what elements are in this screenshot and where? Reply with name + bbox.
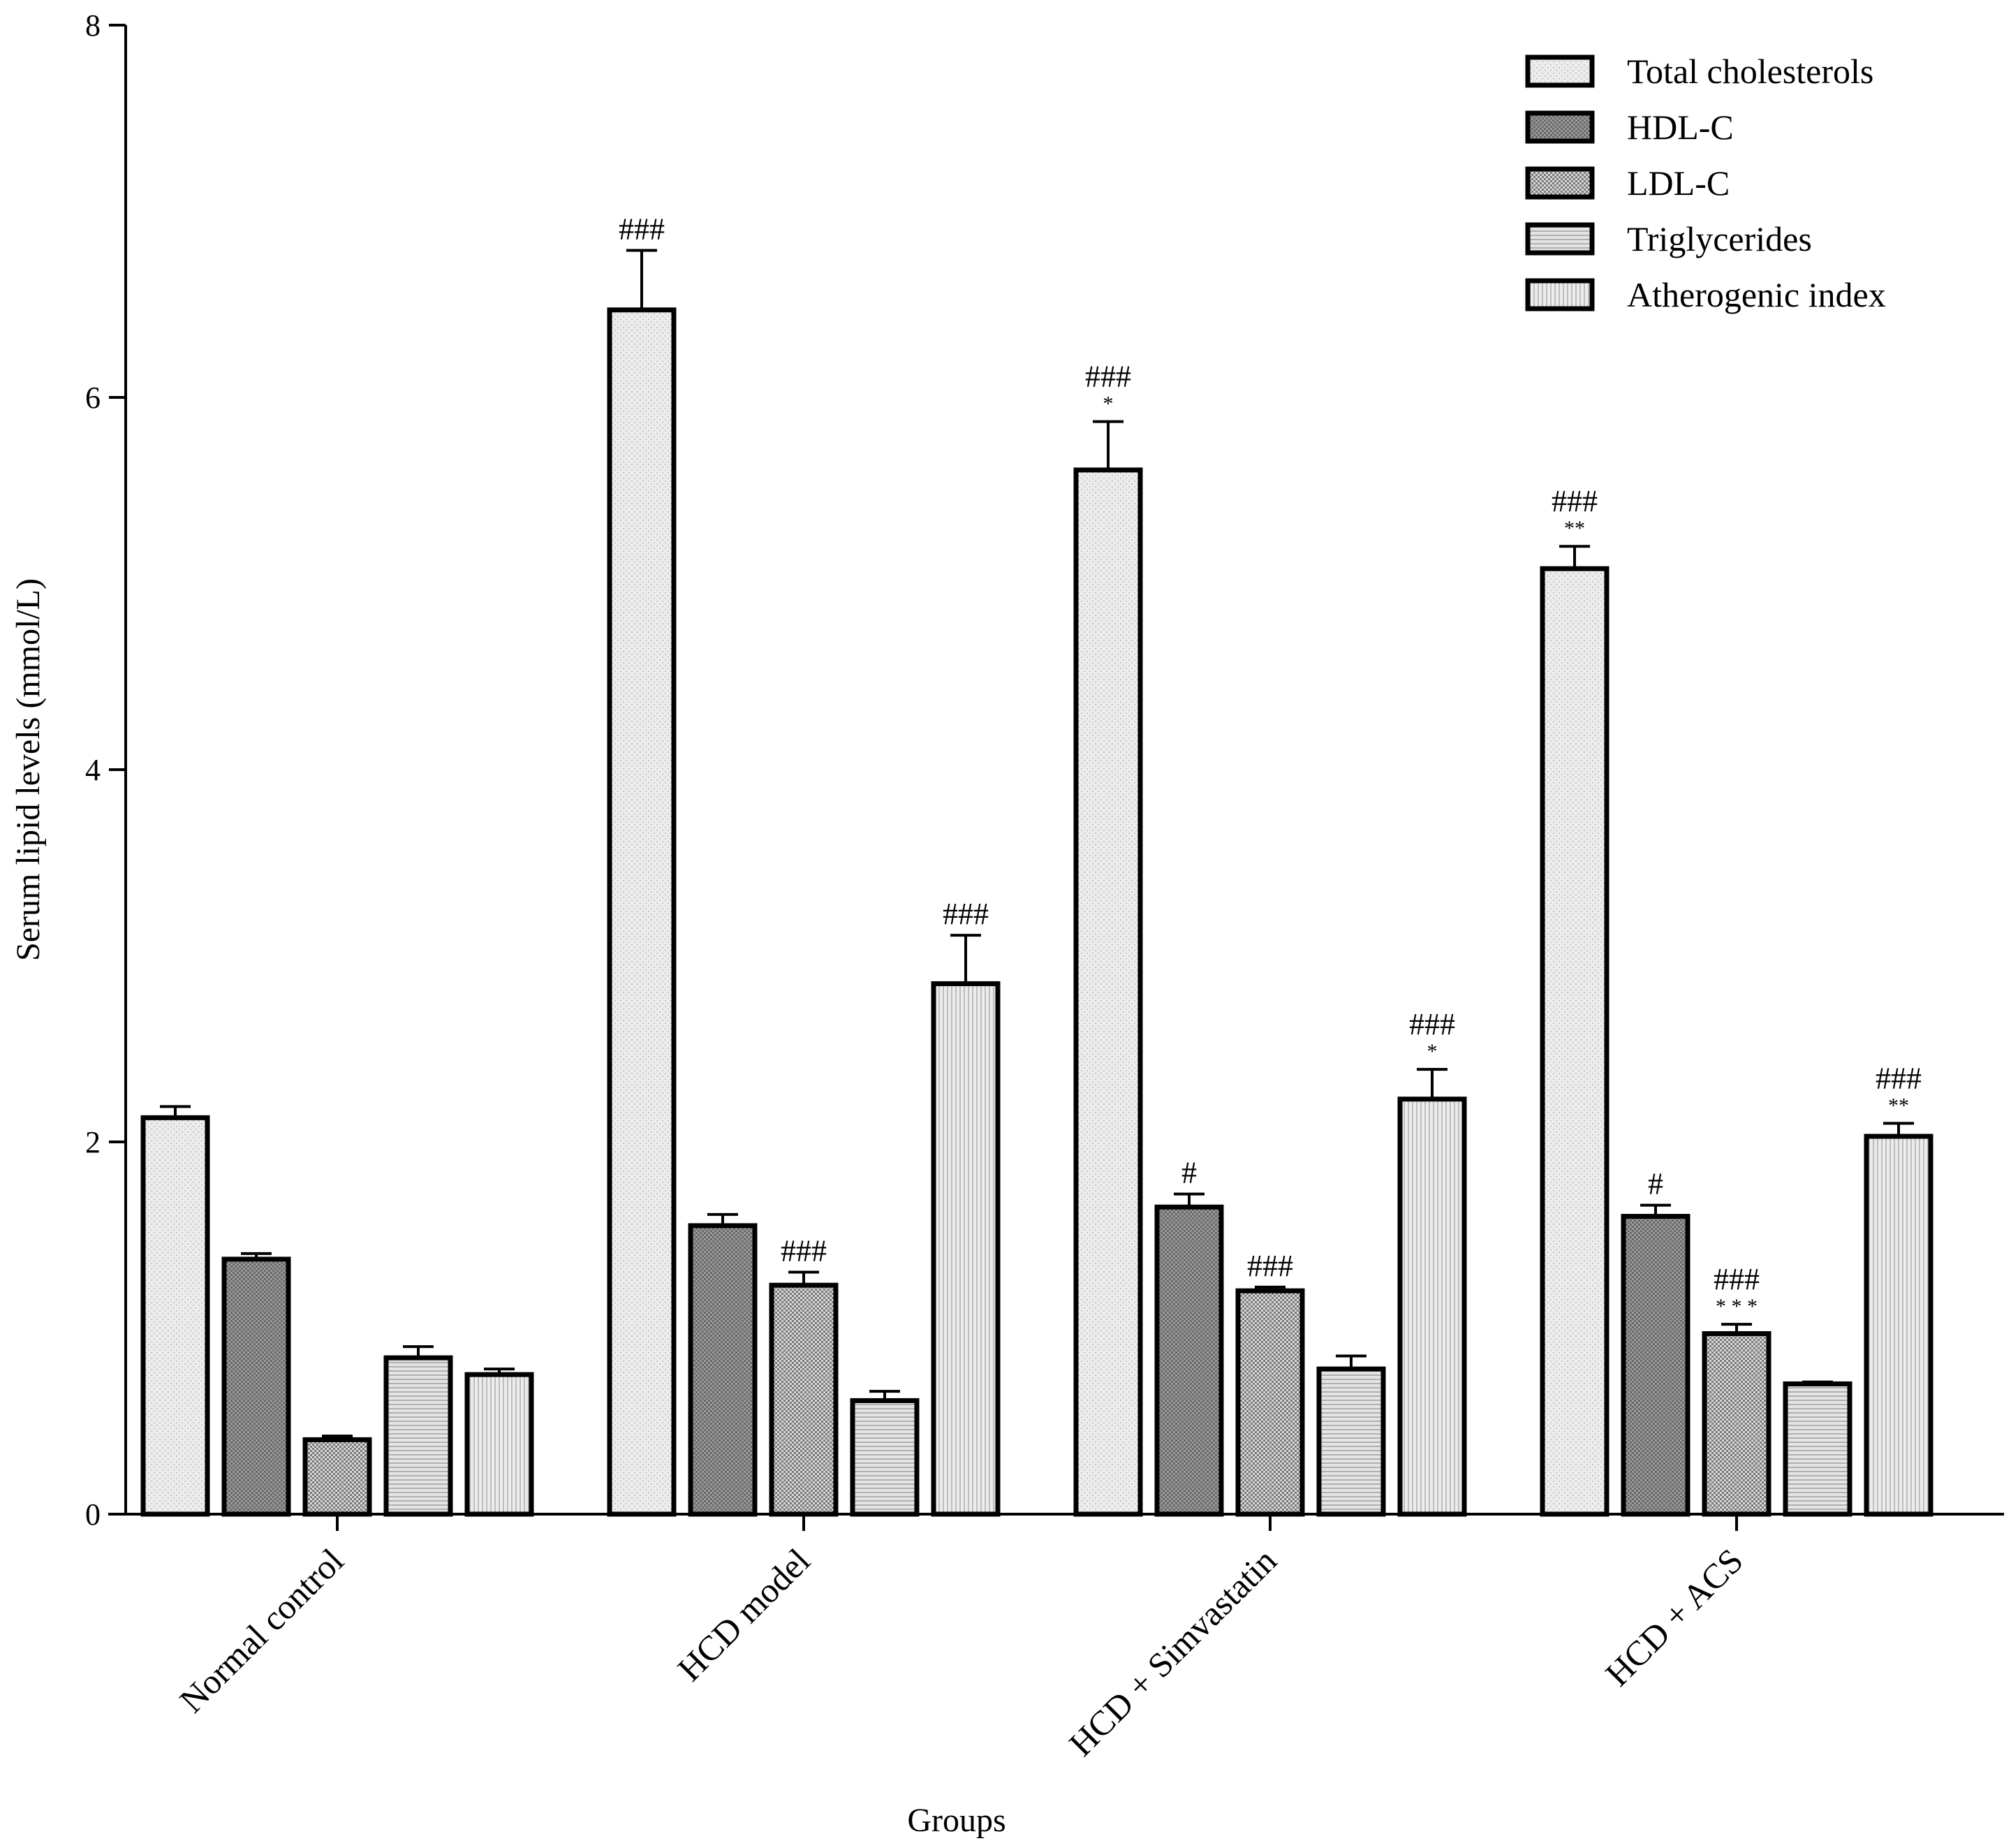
legend-swatch (1525, 166, 1595, 200)
y-tick-label: 8 (85, 8, 101, 43)
legend-swatch (1525, 54, 1595, 88)
legend-swatch (1525, 110, 1595, 144)
significance-hash: # (1648, 1167, 1663, 1201)
y-tick-label: 6 (85, 381, 101, 415)
legend-label: Atherogenic index (1627, 275, 1886, 314)
significance-hash: ### (781, 1234, 827, 1268)
significance-hash: ### (943, 897, 989, 931)
legend-swatch (1525, 278, 1595, 311)
y-ticks: 0 2 4 6 8 (85, 8, 126, 1532)
x-tick-label: HCD + Simvastatin (1061, 1541, 1284, 1763)
bar (464, 1372, 534, 1517)
significance-hash: ### (1552, 484, 1598, 518)
x-axis-title: Groups (907, 1802, 1006, 1839)
bar (221, 1256, 291, 1517)
x-ticks: Normal control HCD model HCD + Simvastatin… (172, 1514, 1751, 1763)
legend-swatch (1525, 222, 1595, 256)
x-tick-label: HCD + ACS (1598, 1541, 1751, 1694)
significance-hash: ### (1409, 1007, 1455, 1041)
significance-hash: # (1181, 1156, 1197, 1190)
bar (1154, 1204, 1224, 1517)
bar (1073, 467, 1143, 1517)
x-tick-label: Normal control (172, 1541, 351, 1720)
significance-stars: ** (1888, 1094, 1909, 1117)
bar (1397, 1097, 1467, 1517)
bar (607, 307, 677, 1517)
y-tick-label: 4 (85, 753, 101, 787)
legend-label: Triglycerides (1627, 219, 1812, 258)
bar (1621, 1214, 1690, 1517)
significance-stars: ** (1564, 517, 1585, 540)
significance-stars: * (1427, 1040, 1438, 1063)
legend: Total cholesterols HDL-C LDL-C Triglyceride… (1525, 52, 1886, 314)
y-axis-title: Serum lipid levels (mmol/L) (10, 578, 47, 961)
y-tick-label: 2 (85, 1125, 101, 1159)
bar (1702, 1330, 1771, 1517)
significance-hash: ### (1714, 1262, 1760, 1296)
bar (1540, 566, 1609, 1517)
y-tick-label: 0 (85, 1497, 101, 1532)
bar (850, 1398, 920, 1517)
bar (1864, 1134, 1933, 1517)
bar (1316, 1366, 1386, 1517)
bar (769, 1282, 839, 1517)
bar (931, 981, 1001, 1517)
significance-hash: ### (1247, 1249, 1293, 1283)
bar (1783, 1381, 1852, 1517)
significance-stars: * * * (1716, 1295, 1758, 1318)
significance-hash: ### (1876, 1061, 1922, 1095)
significance-hash: ### (1085, 360, 1131, 394)
bar (383, 1355, 453, 1517)
bar (140, 1115, 210, 1517)
bar (1235, 1288, 1305, 1517)
x-tick-label: HCD model (670, 1541, 817, 1688)
significance-hash: ### (619, 212, 665, 246)
bars-layer (140, 249, 1933, 1517)
annotations-layer: #########*#######*###**####* * *###**### (619, 212, 1922, 1318)
legend-label: LDL-C (1627, 163, 1730, 203)
significance-stars: * (1103, 393, 1114, 416)
bar (688, 1223, 758, 1517)
legend-label: Total cholesterols (1627, 52, 1873, 91)
legend-label: HDL-C (1627, 108, 1734, 147)
bar (302, 1437, 372, 1517)
